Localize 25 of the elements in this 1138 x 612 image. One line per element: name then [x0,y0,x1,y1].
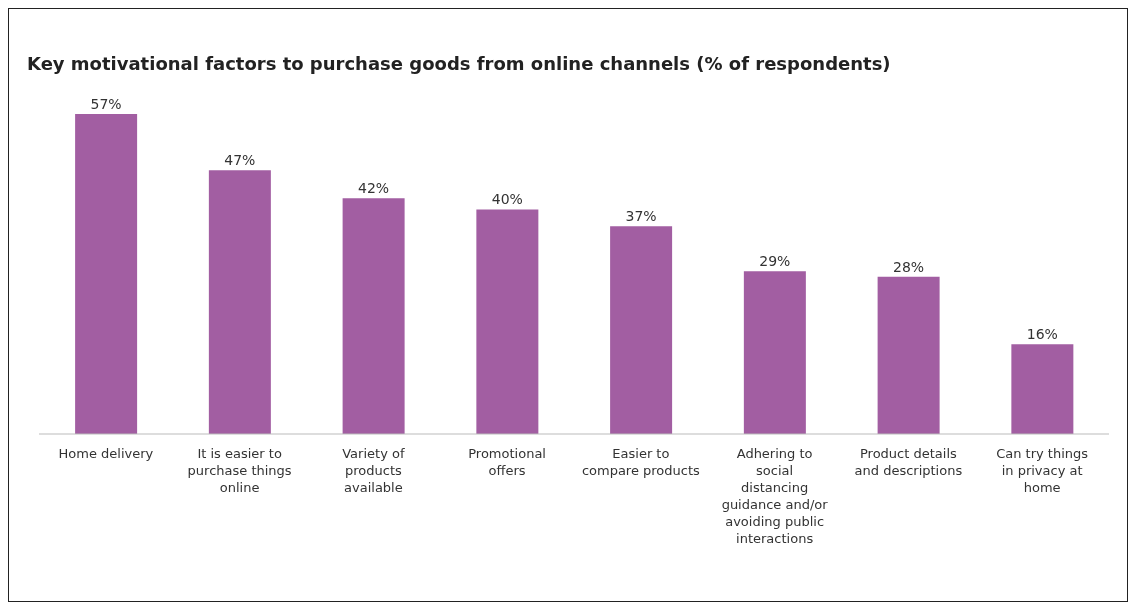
bar [342,198,405,434]
bar [476,209,539,434]
bar [610,226,673,434]
x-tick-label: Easier to compare products [581,446,701,478]
data-label: 16% [1026,326,1058,343]
x-tick-label: Promotional offers [468,446,546,478]
x-tick-label: Home delivery [58,446,154,461]
data-label: 42% [358,180,390,197]
chart-title: Key motivational factors to purchase goods from online channels (% of respondents) [26,52,892,74]
data-label: 57% [90,96,122,112]
data-label: 37% [625,208,657,225]
data-label: 40% [491,191,523,208]
x-tick-label: Variety of products available [342,446,405,495]
bar [877,276,940,434]
bar [1011,344,1074,434]
x-tick-label: It is easier to purchase things online [187,446,292,495]
data-label: 29% [759,253,791,270]
x-tick-label: Can try things in privacy at home [996,446,1089,495]
data-label: 28% [893,258,925,275]
bar [208,170,271,434]
data-label: 47% [224,152,256,169]
bar [743,271,806,434]
x-tick-label: Product details and descriptions [854,446,963,478]
x-tick-label: Adhering to social distancing guidance and/or avoiding public interactions [721,446,829,546]
bar [75,114,138,434]
